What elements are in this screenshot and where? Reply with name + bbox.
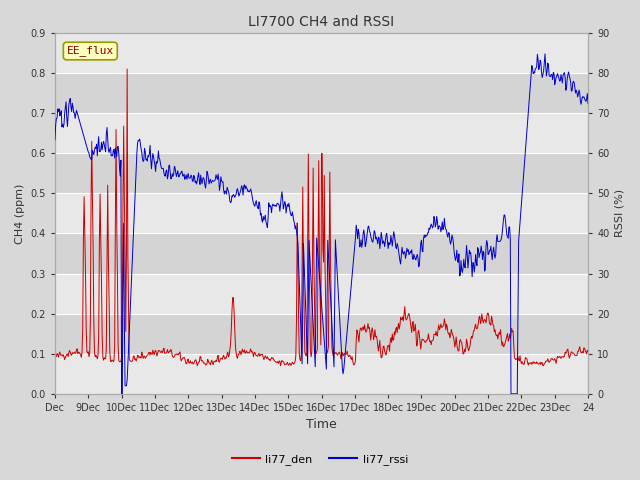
Bar xyxy=(55,354,588,394)
Bar xyxy=(55,193,588,233)
Bar xyxy=(55,153,588,193)
Bar xyxy=(55,274,588,313)
Bar xyxy=(55,313,588,354)
Title: LI7700 CH4 and RSSI: LI7700 CH4 and RSSI xyxy=(248,15,395,29)
Y-axis label: CH4 (ppm): CH4 (ppm) xyxy=(15,183,25,243)
Bar xyxy=(55,113,588,153)
Text: EE_flux: EE_flux xyxy=(67,46,114,57)
Y-axis label: RSSI (%): RSSI (%) xyxy=(615,189,625,238)
Bar xyxy=(55,33,588,73)
Bar xyxy=(55,233,588,274)
Legend: li77_den, li77_rssi: li77_den, li77_rssi xyxy=(228,450,412,469)
Bar xyxy=(55,73,588,113)
X-axis label: Time: Time xyxy=(306,419,337,432)
